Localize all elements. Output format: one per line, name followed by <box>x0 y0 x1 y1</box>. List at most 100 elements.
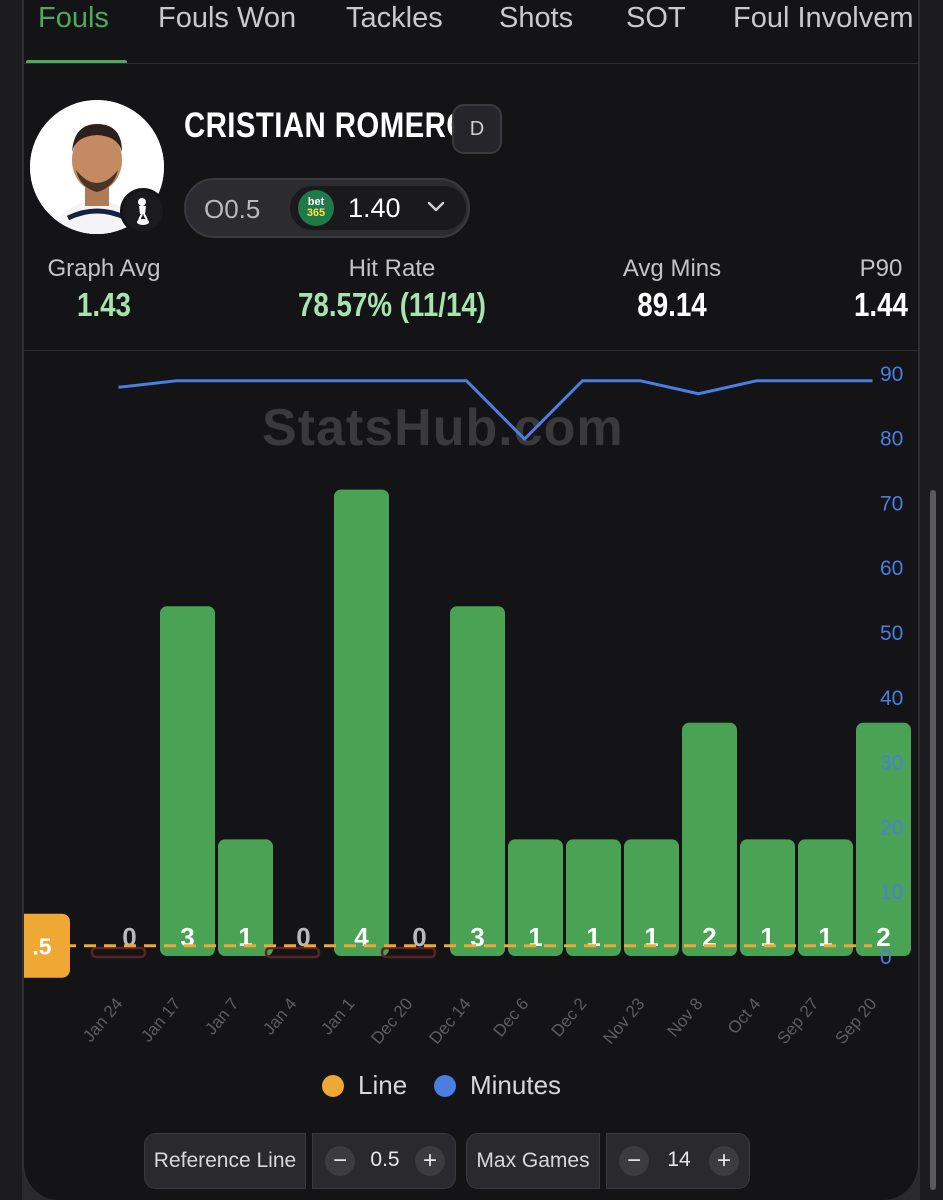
bar-fouls <box>218 839 273 956</box>
bar-fouls <box>682 722 737 956</box>
bar-value-label: 2 <box>702 922 716 952</box>
y2-tick-label: 20 <box>880 816 903 839</box>
bar-fouls <box>160 606 215 956</box>
odds-price: 1.40 <box>348 193 401 223</box>
stat-graph-avg: Graph Avg 1.43 <box>34 255 174 324</box>
bar-fouls <box>856 722 911 956</box>
bar-fouls <box>740 839 795 956</box>
max-games-label: Max Games <box>466 1133 600 1189</box>
minutes-line <box>118 379 873 441</box>
club-crest-icon <box>120 188 166 234</box>
bar-value-label: 0 <box>122 922 136 952</box>
y2-tick-label: 70 <box>880 492 903 515</box>
bar-value-label: 1 <box>644 922 658 952</box>
x-tick-label: Dec 2 <box>547 994 590 1040</box>
bookmaker-logo-top: bet <box>307 196 325 208</box>
stat-hit-rate: Hit Rate 78.57% (11/14) <box>272 255 512 324</box>
bar-miss-marker <box>380 946 437 959</box>
bar-value-label: 0 <box>296 922 310 952</box>
tab-shots[interactable]: Shots <box>499 2 574 34</box>
stats-panel: Fouls Fouls Won Tackles Shots SOT Foul I… <box>22 0 920 1200</box>
reference-line-value: 0.5 <box>370 1148 400 1171</box>
x-tick-label: Dec 20 <box>367 994 416 1047</box>
bar-value-label: 1 <box>238 922 252 952</box>
device-edge-left <box>0 0 22 1200</box>
bar-value-label: 1 <box>528 922 542 952</box>
reference-line-increment-button[interactable]: + <box>415 1146 445 1176</box>
reference-line-tag-label: .5 <box>32 934 51 960</box>
tab-sot[interactable]: SOT <box>626 2 686 34</box>
tab-fouls-won[interactable]: Fouls Won <box>158 2 297 34</box>
bar-fouls <box>798 839 853 956</box>
x-tick-label: Jan 24 <box>79 994 126 1045</box>
odds-line: O0.5 <box>204 194 261 224</box>
bar-value-label: 3 <box>470 922 484 952</box>
reference-line-label: Reference Line <box>144 1133 306 1189</box>
legend-label: Minutes <box>470 1070 562 1100</box>
legend-item-line[interactable]: Line <box>322 1070 407 1101</box>
x-tick-label: Nov 8 <box>663 994 706 1040</box>
x-tick-label: Jan 17 <box>137 994 184 1045</box>
tab-foul-involvement[interactable]: Foul Involvem <box>733 2 914 34</box>
reference-line-decrement-button[interactable]: − <box>325 1146 355 1176</box>
max-games-decrement-button[interactable]: − <box>619 1146 649 1176</box>
divider <box>24 350 918 351</box>
stat-label: Avg Mins <box>622 255 722 282</box>
bar-fouls <box>508 839 563 956</box>
stat-p90: P90 1.44 <box>836 255 918 324</box>
max-games-value: 14 <box>667 1148 691 1171</box>
active-tab-indicator <box>26 60 127 63</box>
stat-avg-mins: Avg Mins 89.14 <box>602 255 742 324</box>
y2-tick-label: 80 <box>880 428 903 451</box>
legend-label: Line <box>358 1070 408 1100</box>
tab-tackles[interactable]: Tackles <box>346 2 443 34</box>
bar-value-label: 1 <box>760 922 774 952</box>
tab-fouls[interactable]: Fouls <box>38 2 109 34</box>
odds-dropdown[interactable]: bet 365 1.40 <box>290 186 466 230</box>
bar-value-label: 0 <box>412 922 426 952</box>
bar-value-label: 4 <box>354 922 369 952</box>
max-games-stepper: − 14 + <box>606 1133 750 1189</box>
bar-fouls <box>450 606 505 956</box>
x-tick-label: Oct 4 <box>724 994 765 1037</box>
x-tick-label: Nov 23 <box>599 994 648 1047</box>
y2-tick-label: 40 <box>880 687 903 710</box>
x-tick-label: Jan 7 <box>201 994 242 1038</box>
bar-value-label: 1 <box>586 922 600 952</box>
scrollbar[interactable] <box>930 490 936 1190</box>
bar-miss-marker <box>90 946 147 959</box>
odds-selector[interactable]: O0.5 bet 365 1.40 <box>184 178 470 238</box>
stat-value: 78.57% (11/14) <box>297 286 487 323</box>
bar-fouls <box>334 489 389 956</box>
player-name: CRISTIAN ROMERO <box>184 106 470 145</box>
stat-value: 89.14 <box>637 286 707 323</box>
bookmaker-logo-bottom: 365 <box>306 207 326 219</box>
y2-tick-label: 60 <box>880 557 903 580</box>
bar-fouls <box>624 839 679 956</box>
stat-label: Graph Avg <box>47 255 161 282</box>
y2-tick-label: 10 <box>880 881 903 904</box>
watermark: StatsHub.com <box>262 399 624 457</box>
x-tick-label: Jan 4 <box>259 994 300 1038</box>
chevron-down-icon <box>427 201 445 212</box>
stat-value: 1.44 <box>854 286 908 323</box>
x-tick-label: Jan 1 <box>317 994 358 1038</box>
bookmaker-logo-icon: bet 365 <box>298 190 334 226</box>
y2-tick-label: 0 <box>880 946 892 969</box>
reference-line-tag <box>24 913 70 978</box>
y2-tick-label: 90 <box>880 363 903 386</box>
x-tick-label: Dec 14 <box>425 994 474 1047</box>
legend-item-minutes[interactable]: Minutes <box>434 1070 561 1101</box>
bar-miss-marker <box>264 946 321 959</box>
max-games-increment-button[interactable]: + <box>709 1146 739 1176</box>
player-avatar <box>30 100 164 234</box>
x-tick-label: Sep 27 <box>773 994 822 1047</box>
stat-label: Hit Rate <box>348 255 436 282</box>
bar-value-label: 3 <box>180 922 194 952</box>
legend-swatch-minutes <box>434 1074 456 1097</box>
bar-value-label: 1 <box>818 922 832 952</box>
position-badge: D <box>452 104 502 154</box>
x-tick-label: Sep 20 <box>831 994 880 1047</box>
